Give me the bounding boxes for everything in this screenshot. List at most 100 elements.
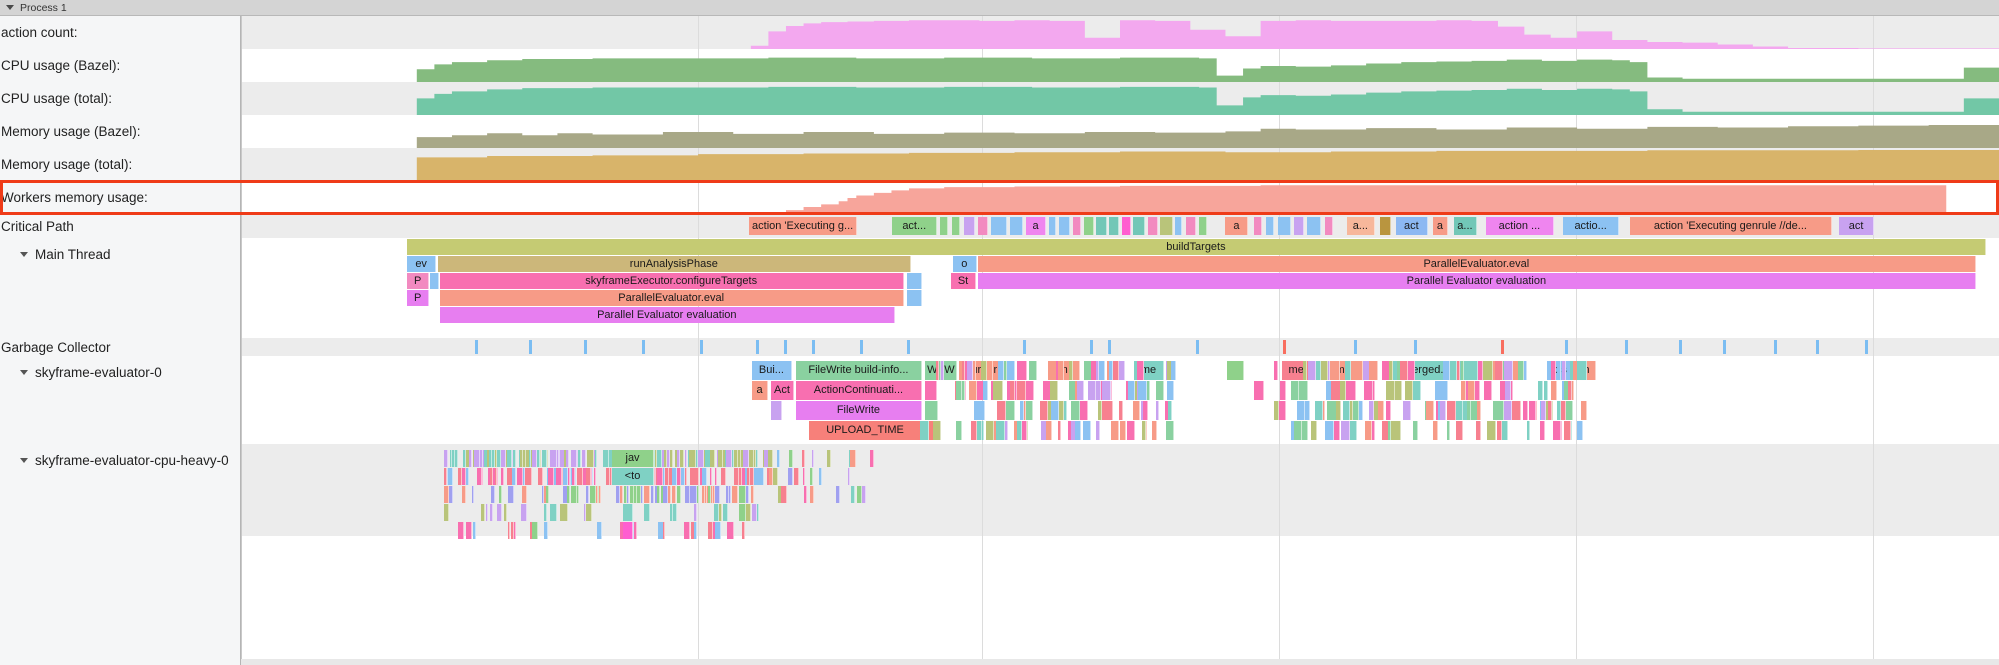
skyframe-bar[interactable] xyxy=(771,401,783,420)
cpu-heavy-bar[interactable] xyxy=(521,504,527,521)
skyframe-bar[interactable] xyxy=(1503,361,1513,380)
main-thread-bar[interactable] xyxy=(907,273,923,289)
skyframe-bar[interactable]: W xyxy=(942,361,958,380)
cpu-heavy-bar[interactable] xyxy=(576,486,580,503)
cpu-heavy-bar[interactable] xyxy=(727,522,734,539)
cpu-heavy-bar[interactable] xyxy=(651,486,655,503)
cpu-heavy-bar[interactable] xyxy=(715,468,718,485)
cpu-heavy-bar[interactable] xyxy=(469,450,473,467)
cpu-heavy-bar[interactable] xyxy=(447,468,454,485)
skyframe-bar[interactable] xyxy=(1487,421,1497,440)
skyframe-bar[interactable] xyxy=(1413,421,1418,440)
cpu-heavy-bar[interactable] xyxy=(742,522,746,539)
skyframe-bar[interactable] xyxy=(1460,381,1466,400)
main-thread-bar[interactable]: ParallelEvaluator.eval xyxy=(977,256,1977,272)
cpu-heavy-bar[interactable] xyxy=(862,486,867,503)
gc-tick-marker[interactable] xyxy=(1564,340,1568,354)
skyframe-bar[interactable] xyxy=(1556,401,1562,420)
skyframe-bar[interactable] xyxy=(1561,361,1566,380)
cpu-heavy-bar[interactable] xyxy=(504,504,507,521)
cpu-heavy-bar[interactable] xyxy=(695,450,698,467)
skyframe-bar[interactable] xyxy=(1522,361,1528,380)
skyframe-bar[interactable] xyxy=(959,381,965,400)
gc-tick-marker[interactable] xyxy=(1501,340,1505,354)
skyframe-bar[interactable] xyxy=(1477,361,1484,380)
skyframe-bar[interactable] xyxy=(1142,421,1146,440)
cpu-heavy-bar[interactable] xyxy=(538,450,542,467)
cpu-heavy-bar[interactable] xyxy=(657,468,664,485)
cpu-heavy-bar[interactable] xyxy=(444,504,449,521)
skyframe-bar[interactable] xyxy=(1069,361,1073,380)
main-thread-bar[interactable] xyxy=(907,290,923,306)
cpu-heavy-bar[interactable] xyxy=(545,486,550,503)
critical-path-bar[interactable] xyxy=(1278,217,1291,235)
critical-path-bar[interactable]: a... xyxy=(1346,217,1375,235)
main-thread-bar[interactable]: runAnalysisPhase xyxy=(437,256,911,272)
cpu-heavy-bar[interactable]: jav xyxy=(611,450,655,467)
cpu-heavy-bar[interactable] xyxy=(444,450,448,467)
cpu-heavy-bar[interactable] xyxy=(702,468,707,485)
skyframe-bar[interactable] xyxy=(1019,401,1025,420)
cpu-heavy-bar[interactable] xyxy=(759,468,764,485)
cpu-heavy-bar[interactable] xyxy=(644,504,650,521)
skyframe-bar[interactable] xyxy=(1079,381,1084,400)
cpu-heavy-bar[interactable] xyxy=(500,450,506,467)
gc-tick-marker[interactable] xyxy=(859,340,863,354)
cpu-heavy-bar[interactable] xyxy=(508,486,514,503)
critical-path-bar[interactable] xyxy=(964,217,976,235)
skyframe-bar[interactable] xyxy=(1137,381,1147,400)
cpu-heavy-bar[interactable] xyxy=(593,486,599,503)
cpu-heavy-bar[interactable] xyxy=(511,522,515,539)
skyframe-bar[interactable] xyxy=(1544,381,1549,400)
cpu-heavy-bar[interactable] xyxy=(639,486,644,503)
cpu-heavy-bar[interactable] xyxy=(578,450,582,467)
cpu-heavy-bar[interactable] xyxy=(478,450,484,467)
cpu-heavy-bar[interactable] xyxy=(735,450,738,467)
cpu-heavy-bar[interactable] xyxy=(617,486,624,503)
skyframe-bar[interactable] xyxy=(1548,401,1553,420)
cpu-heavy-bar[interactable] xyxy=(727,486,730,503)
skyframe-bar[interactable] xyxy=(1152,421,1157,440)
skyframe-bar[interactable] xyxy=(1457,361,1461,380)
critical-path-bar[interactable] xyxy=(1175,217,1183,235)
cpu-heavy-bar[interactable] xyxy=(693,522,698,539)
cpu-heavy-bar[interactable] xyxy=(818,468,822,485)
gc-tick-marker[interactable] xyxy=(1624,340,1628,354)
skyframe-bar[interactable] xyxy=(1119,401,1123,420)
skyframe-bar[interactable]: UPLOAD_TIME xyxy=(808,421,923,440)
skyframe-bar[interactable] xyxy=(1364,421,1372,440)
skyframe-bar[interactable] xyxy=(1095,361,1100,380)
gc-tick-marker[interactable] xyxy=(1195,340,1199,354)
cpu-heavy-bar[interactable] xyxy=(848,468,851,485)
skyframe-bar[interactable] xyxy=(940,361,945,380)
triangle-down-icon[interactable] xyxy=(20,458,28,463)
skyframe-bar[interactable] xyxy=(1406,361,1415,380)
skyframe-bar[interactable] xyxy=(1505,381,1511,400)
cpu-heavy-bar[interactable] xyxy=(809,486,814,503)
skyframe-bar[interactable] xyxy=(1348,401,1360,420)
skyframe-bar[interactable] xyxy=(1550,361,1556,380)
cpu-heavy-bar[interactable] xyxy=(458,468,463,485)
skyframe-bar[interactable] xyxy=(983,381,989,400)
gc-tick-marker[interactable] xyxy=(1679,340,1683,354)
cpu-heavy-bar[interactable] xyxy=(536,450,540,467)
cpu-heavy-bar[interactable] xyxy=(549,504,557,521)
skyframe-bar[interactable] xyxy=(1075,421,1082,440)
skyframe-bar[interactable] xyxy=(1537,381,1544,400)
gc-tick-marker[interactable] xyxy=(812,340,816,354)
skyframe-bar[interactable] xyxy=(1517,361,1525,380)
skyframe-bar[interactable] xyxy=(1440,401,1447,420)
skyframe-bar[interactable] xyxy=(1468,381,1475,400)
skyframe-bar[interactable] xyxy=(1514,401,1522,420)
cpu-heavy-bar[interactable] xyxy=(496,504,503,521)
skyframe-bar[interactable] xyxy=(1004,361,1016,380)
skyframe-bar[interactable] xyxy=(1442,361,1451,380)
gc-tick-marker[interactable] xyxy=(641,340,645,354)
track-label-skyframe-evaluator-0[interactable]: skyframe-evaluator-0 xyxy=(0,356,241,389)
cpu-heavy-bar[interactable] xyxy=(522,486,527,503)
critical-path-bar[interactable] xyxy=(978,217,989,235)
skyframe-bar[interactable] xyxy=(1567,381,1572,400)
skyframe-bar[interactable] xyxy=(1096,381,1102,400)
cpu-heavy-bar[interactable] xyxy=(623,504,634,521)
skyframe-bar[interactable] xyxy=(920,421,930,440)
